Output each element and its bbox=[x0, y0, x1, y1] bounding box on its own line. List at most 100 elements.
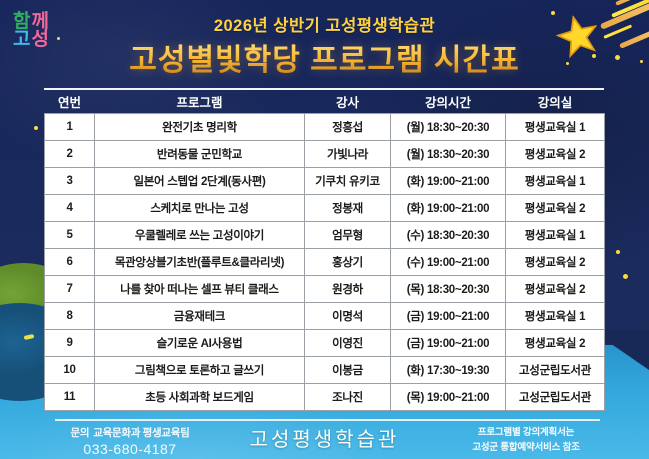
table-cell: 11 bbox=[44, 383, 95, 411]
table-cell: 2 bbox=[44, 140, 95, 168]
table-row: 9 슬기로운 AI사용법 이영진 (금) 19:00~21:00 평생교육실 2 bbox=[44, 329, 605, 357]
table-cell: 4 bbox=[44, 194, 95, 222]
table-cell: 평생교육실 2 bbox=[505, 248, 605, 276]
table-cell: 슬기로운 AI사용법 bbox=[94, 329, 305, 357]
column-header-program: 프로그램 bbox=[176, 96, 223, 110]
poster-title: 고성별빛학당 프로그램 시간표 bbox=[0, 35, 649, 79]
star-dot-icon bbox=[592, 54, 596, 58]
table-cell: 조나진 bbox=[304, 383, 391, 411]
star-dot-icon bbox=[566, 62, 569, 65]
logo-char: 성 bbox=[31, 29, 49, 50]
reservation-note: 프로그램별 강의계획서는 고성군 통합예약서비스 참조 bbox=[441, 426, 611, 455]
table-cell: 6 bbox=[44, 248, 95, 276]
table-cell: 평생교육실 2 bbox=[505, 140, 605, 168]
table-cell: 이영진 bbox=[304, 329, 391, 357]
table-cell: 그림책으로 토론하고 글쓰기 bbox=[94, 356, 305, 384]
table-row: 7 나를 찾아 떠나는 셀프 뷰티 클래스 원경하 (목) 18:30~20:30 평생… bbox=[44, 275, 605, 303]
table-cell: 이봉금 bbox=[304, 356, 391, 384]
table-cell: 완전기초 명리학 bbox=[94, 113, 305, 141]
program-schedule-table: 연번 프로그램 강사 강의시간 강의실 1 완전기초 명리학 정흥섭 (월) 18:3… bbox=[44, 90, 605, 411]
table-cell: 7 bbox=[44, 275, 95, 303]
contact-label: 문의 bbox=[70, 427, 90, 439]
together-goseong-logo: 함께 고성 bbox=[13, 11, 50, 50]
contact-block: 문의 교육문화과 평생교육팀 033-680-4187 bbox=[50, 425, 210, 457]
table-cell: 평생교육실 1 bbox=[505, 167, 605, 195]
table-cell: (화) 19:00~21:00 bbox=[390, 167, 506, 195]
table-cell: 나를 찾아 떠나는 셀프 뷰티 클래스 bbox=[94, 275, 305, 303]
star-dot-icon bbox=[623, 274, 628, 279]
table-cell: (수) 19:00~21:00 bbox=[390, 248, 506, 276]
table-cell: 9 bbox=[44, 329, 95, 357]
contact-phone: 033-680-4187 bbox=[83, 441, 177, 457]
logo-char: 고 bbox=[13, 29, 31, 50]
table-row: 1 완전기초 명리학 정흥섭 (월) 18:30~20:30 평생교육실 1 bbox=[44, 113, 605, 141]
star-dot-icon bbox=[551, 11, 555, 15]
footer-brand: 고성평생학습관 bbox=[249, 427, 400, 451]
table-row: 8 금융재테크 이명석 (금) 19:00~21:00 평생교육실 1 bbox=[44, 302, 605, 330]
table-cell: (월) 18:30~20:30 bbox=[390, 140, 506, 168]
table-cell: 목관앙상블기초반(플루트&클라리넷) bbox=[94, 248, 305, 276]
star-dot-icon bbox=[640, 60, 643, 63]
table-cell: 이명석 bbox=[304, 302, 391, 330]
table-cell: 1 bbox=[44, 113, 95, 141]
table-cell: 일본어 스텝업 2단계(동사편) bbox=[94, 167, 305, 195]
table-cell: 평생교육실 2 bbox=[505, 329, 605, 357]
schedule-table-wrap: 연번 프로그램 강사 강의시간 강의실 1 완전기초 명리학 정흥섭 (월) 18:3… bbox=[44, 88, 605, 411]
program-table-body: 1 완전기초 명리학 정흥섭 (월) 18:30~20:30 평생교육실 1 2 반려동물 … bbox=[44, 113, 605, 411]
table-cell: 반려동물 군민학교 bbox=[94, 140, 305, 168]
logo-char: 께 bbox=[31, 11, 50, 32]
star-dot-icon bbox=[57, 37, 60, 40]
table-cell: 평생교육실 2 bbox=[505, 194, 605, 222]
table-cell: 스케치로 만나는 고성 bbox=[94, 194, 305, 222]
table-cell: (금) 19:00~21:00 bbox=[390, 329, 506, 357]
table-row: 2 반려동물 군민학교 가빛나라 (월) 18:30~20:30 평생교육실 2 bbox=[44, 140, 605, 168]
table-cell: (화) 19:00~21:00 bbox=[390, 194, 506, 222]
contact-team: 교육문화과 평생교육팀 bbox=[93, 427, 190, 439]
table-cell: 금융재테크 bbox=[94, 302, 305, 330]
column-header-instructor: 강사 bbox=[335, 96, 359, 110]
table-row: 5 우쿨렐레로 쓰는 고성이야기 엄무형 (수) 18:30~20:30 평생교육실 1 bbox=[44, 221, 605, 249]
table-cell: (목) 18:30~20:30 bbox=[390, 275, 506, 303]
table-cell: 고성군립도서관 bbox=[505, 356, 605, 384]
table-cell: 우쿨렐레로 쓰는 고성이야기 bbox=[94, 221, 305, 249]
table-cell: 초등 사회과학 보드게임 bbox=[94, 383, 305, 411]
table-cell: 엄무형 bbox=[304, 221, 391, 249]
table-cell: 고성군립도서관 bbox=[505, 383, 605, 411]
table-cell: 3 bbox=[44, 167, 95, 195]
star-dot-icon bbox=[34, 126, 38, 130]
table-cell: 10 bbox=[44, 356, 95, 384]
table-row: 4 스케치로 만나는 고성 정봉재 (화) 19:00~21:00 평생교육실 2 bbox=[44, 194, 605, 222]
table-cell: (수) 18:30~20:30 bbox=[390, 221, 506, 249]
table-cell: 기쿠치 유키코 bbox=[304, 167, 391, 195]
shooting-star-icon bbox=[555, 15, 598, 59]
table-cell: (금) 19:00~21:00 bbox=[390, 302, 506, 330]
table-row: 3 일본어 스텝업 2단계(동사편) 기쿠치 유키코 (화) 19:00~21:00 평… bbox=[44, 167, 605, 195]
table-cell: 정흥섭 bbox=[304, 113, 391, 141]
table-cell: 평생교육실 2 bbox=[505, 275, 605, 303]
star-dot-icon bbox=[615, 55, 620, 60]
note-line1: 프로그램별 강의계획서는 bbox=[477, 427, 575, 438]
star-dot-icon bbox=[616, 250, 620, 254]
table-cell: 5 bbox=[44, 221, 95, 249]
footer-divider bbox=[55, 419, 600, 421]
column-header-time: 강의시간 bbox=[424, 96, 471, 110]
table-cell: 8 bbox=[44, 302, 95, 330]
table-row: 10 그림책으로 토론하고 글쓰기 이봉금 (화) 17:30~19:30 고성군립도서… bbox=[44, 356, 605, 384]
column-header-number: 연번 bbox=[57, 96, 81, 110]
table-cell: 평생교육실 1 bbox=[505, 221, 605, 249]
table-cell: 평생교육실 1 bbox=[505, 113, 605, 141]
column-header-room: 강의실 bbox=[537, 96, 573, 110]
table-cell: (월) 18:30~20:30 bbox=[390, 113, 506, 141]
table-cell: 정봉재 bbox=[304, 194, 391, 222]
table-cell: 원경하 bbox=[304, 275, 391, 303]
poster-subtitle: 2026년 상반기 고성평생학습관 bbox=[213, 17, 436, 35]
table-row: 11 초등 사회과학 보드게임 조나진 (목) 19:00~21:00 고성군립도서관 bbox=[44, 383, 605, 411]
note-line2: 고성군 통합예약서비스 참조 bbox=[472, 441, 580, 453]
table-header-row: 연번 프로그램 강사 강의시간 강의실 bbox=[45, 90, 605, 114]
table-cell: 홍상기 bbox=[304, 248, 391, 276]
table-cell: (화) 17:30~19:30 bbox=[390, 356, 506, 384]
logo-char: 함 bbox=[13, 11, 32, 32]
table-cell: 평생교육실 1 bbox=[505, 302, 605, 330]
table-cell: (목) 19:00~21:00 bbox=[390, 383, 506, 411]
